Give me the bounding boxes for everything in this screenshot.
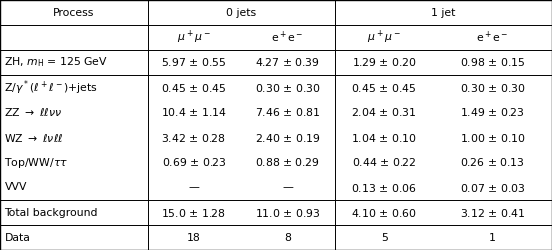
Text: VVV: VVV	[4, 182, 27, 192]
Text: —: —	[282, 182, 293, 192]
Text: 8: 8	[284, 232, 291, 242]
Text: 2.04 $\pm$ 0.31: 2.04 $\pm$ 0.31	[352, 106, 417, 118]
Text: Z/$\gamma^*(\ell^+\ell^-)$+jets: Z/$\gamma^*(\ell^+\ell^-)$+jets	[4, 78, 98, 97]
Text: Data: Data	[4, 232, 30, 242]
Text: 1 jet: 1 jet	[431, 8, 456, 18]
Text: —: —	[189, 182, 199, 192]
Text: 0.45 $\pm$ 0.45: 0.45 $\pm$ 0.45	[161, 82, 227, 94]
Text: 1: 1	[489, 232, 496, 242]
Text: $\mu^+\mu^-$: $\mu^+\mu^-$	[177, 29, 211, 46]
Text: 4.10 $\pm$ 0.60: 4.10 $\pm$ 0.60	[351, 206, 417, 218]
Text: 10.4 $\pm$ 1.14: 10.4 $\pm$ 1.14	[161, 106, 227, 118]
Text: Top/WW/$\tau\tau$: Top/WW/$\tau\tau$	[4, 156, 68, 170]
Text: 15.0 $\pm$ 1.28: 15.0 $\pm$ 1.28	[162, 206, 226, 218]
Text: $\mathrm{e}^+\mathrm{e}^-$: $\mathrm{e}^+\mathrm{e}^-$	[272, 30, 304, 45]
Text: 0.13 $\pm$ 0.06: 0.13 $\pm$ 0.06	[351, 182, 417, 194]
Text: $\mathrm{e}^+\mathrm{e}^-$: $\mathrm{e}^+\mathrm{e}^-$	[476, 30, 509, 45]
Text: ZZ $\rightarrow$ $\ell\ell\nu\nu$: ZZ $\rightarrow$ $\ell\ell\nu\nu$	[4, 106, 62, 118]
Text: Total background: Total background	[4, 208, 98, 218]
Text: 1.49 $\pm$ 0.23: 1.49 $\pm$ 0.23	[460, 106, 525, 118]
Text: 0.30 $\pm$ 0.30: 0.30 $\pm$ 0.30	[254, 82, 321, 94]
Text: WZ $\rightarrow$ $\ell\nu\ell\ell$: WZ $\rightarrow$ $\ell\nu\ell\ell$	[4, 132, 64, 143]
Text: 7.46 $\pm$ 0.81: 7.46 $\pm$ 0.81	[255, 106, 320, 118]
Text: 1.29 $\pm$ 0.20: 1.29 $\pm$ 0.20	[352, 56, 416, 68]
Text: 0.26 $\pm$ 0.13: 0.26 $\pm$ 0.13	[460, 156, 525, 168]
Text: 4.27 $\pm$ 0.39: 4.27 $\pm$ 0.39	[255, 56, 320, 68]
Text: ZH, $m_{\mathrm{H}}$ = 125 GeV: ZH, $m_{\mathrm{H}}$ = 125 GeV	[4, 56, 108, 70]
Text: 0.69 $\pm$ 0.23: 0.69 $\pm$ 0.23	[162, 156, 226, 168]
Text: 1.04 $\pm$ 0.10: 1.04 $\pm$ 0.10	[351, 132, 417, 143]
Text: 5.97 $\pm$ 0.55: 5.97 $\pm$ 0.55	[161, 56, 227, 68]
Text: 0.45 $\pm$ 0.45: 0.45 $\pm$ 0.45	[352, 82, 417, 94]
Text: Process: Process	[54, 8, 94, 18]
Text: 0 jets: 0 jets	[226, 8, 257, 18]
Text: 0.88 $\pm$ 0.29: 0.88 $\pm$ 0.29	[256, 156, 320, 168]
Text: 11.0 $\pm$ 0.93: 11.0 $\pm$ 0.93	[255, 206, 320, 218]
Text: 18: 18	[187, 232, 201, 242]
Text: 5: 5	[381, 232, 388, 242]
Text: 0.07 $\pm$ 0.03: 0.07 $\pm$ 0.03	[460, 182, 526, 194]
Text: 0.98 $\pm$ 0.15: 0.98 $\pm$ 0.15	[460, 56, 526, 68]
Text: 0.44 $\pm$ 0.22: 0.44 $\pm$ 0.22	[352, 156, 417, 168]
Text: 3.12 $\pm$ 0.41: 3.12 $\pm$ 0.41	[460, 206, 526, 218]
Text: 1.00 $\pm$ 0.10: 1.00 $\pm$ 0.10	[460, 132, 526, 143]
Text: $\mu^+\mu^-$: $\mu^+\mu^-$	[367, 29, 401, 46]
Text: 0.30 $\pm$ 0.30: 0.30 $\pm$ 0.30	[460, 82, 526, 94]
Text: 3.42 $\pm$ 0.28: 3.42 $\pm$ 0.28	[162, 132, 226, 143]
Text: 2.40 $\pm$ 0.19: 2.40 $\pm$ 0.19	[255, 132, 320, 143]
